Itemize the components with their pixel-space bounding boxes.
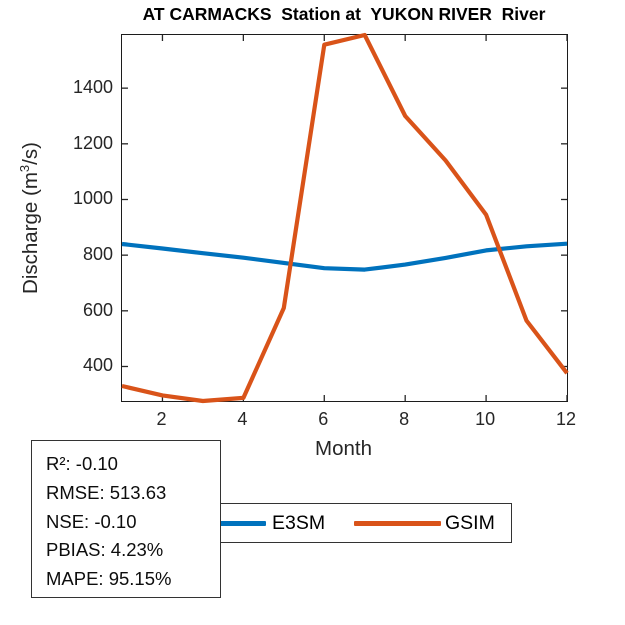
stat-pbias: PBIAS: 4.23%	[46, 539, 164, 561]
legend-line-sample-e3sm	[179, 521, 266, 526]
y-axis-label: Discharge (m3/s)	[17, 68, 45, 368]
stats-box: R²: -0.10 RMSE: 513.63 NSE: -0.10 PBIAS:…	[31, 440, 221, 598]
plot-area	[121, 32, 569, 404]
legend-line-sample-gsim	[354, 521, 441, 526]
y-axis-label-pre: Discharge (m	[18, 172, 42, 294]
x-tick-label: 10	[475, 409, 496, 429]
x-tick-label: 2	[156, 409, 167, 429]
x-tick-label: 8	[399, 409, 410, 429]
plot-canvas	[121, 32, 569, 404]
x-tick-label: 4	[237, 409, 248, 429]
y-tick-label: 1400	[72, 77, 113, 98]
y-tick-label: 1000	[72, 188, 113, 209]
stat-rmse: RMSE: 513.63	[46, 481, 167, 503]
e3sm-line	[121, 241, 568, 272]
legend-label-e3sm: E3SM	[272, 512, 326, 534]
stat-r2: R²: -0.10	[46, 453, 118, 474]
chart-title: AT CARMACKS Station at YUKON RIVER River	[142, 4, 546, 24]
legend: E3SM GSIM	[168, 503, 512, 543]
x-axis-label: Month	[315, 437, 372, 460]
x-tick-label: 6	[318, 409, 329, 429]
y-axis-label-post: /s)	[18, 142, 42, 165]
legend-label-gsim: GSIM	[445, 512, 495, 534]
stat-nse: NSE: -0.10	[46, 510, 137, 532]
y-tick-label: 800	[82, 244, 113, 265]
gsim-line	[121, 32, 569, 404]
y-axis-label-sup: 3	[17, 164, 32, 173]
y-tick-label: 1200	[72, 132, 113, 153]
y-tick-label: 600	[82, 299, 113, 320]
y-tick-label: 400	[82, 355, 113, 376]
stat-mape: MAPE: 95.15%	[46, 568, 172, 590]
x-tick-label: 12	[555, 409, 577, 429]
